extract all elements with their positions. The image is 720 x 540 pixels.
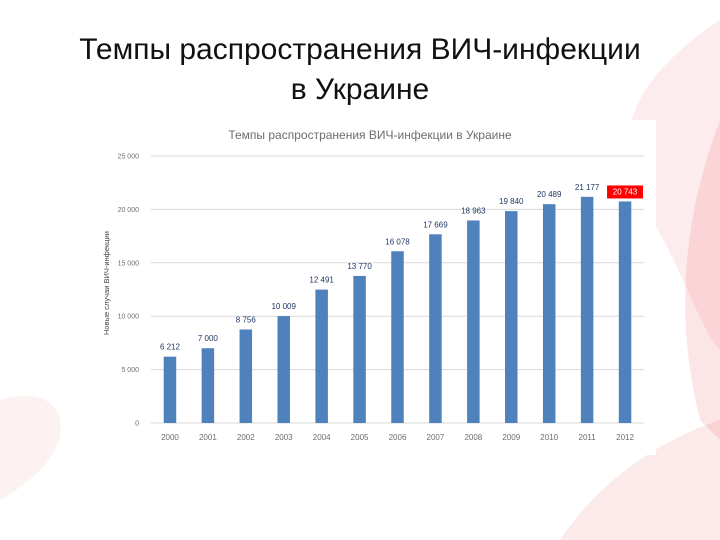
y-tick-label: 25 000 xyxy=(118,154,140,161)
bar xyxy=(505,211,518,423)
bar xyxy=(467,220,480,423)
y-axis-ticks: 0 5 000 10 000 15 000 20 000 25 000 xyxy=(118,154,140,428)
y-tick-label: 5 000 xyxy=(121,367,139,374)
x-tick-label: 2009 xyxy=(502,433,520,442)
bar-chart: Темпы распространения ВИЧ-инфекции в Укр… xyxy=(102,128,644,442)
x-tick-label: 2008 xyxy=(464,433,482,442)
data-label: 21 177 xyxy=(575,183,600,192)
x-tick-label: 2010 xyxy=(540,433,558,442)
x-tick-label: 2006 xyxy=(389,433,407,442)
bar xyxy=(277,316,290,423)
data-label: 18 963 xyxy=(461,206,486,215)
bars xyxy=(163,196,632,423)
chart-panel xyxy=(96,120,656,455)
bar xyxy=(542,204,556,423)
chart-title: Темпы распространения ВИЧ-инфекции в Укр… xyxy=(228,128,512,142)
y-axis-label: Новые случаи ВИЧ-инфекции xyxy=(102,231,111,335)
x-tick-label: 2007 xyxy=(427,433,445,442)
bar xyxy=(353,275,366,423)
data-label: 8 756 xyxy=(236,315,257,324)
data-label: 12 491 xyxy=(309,276,334,285)
x-tick-label: 2001 xyxy=(199,433,217,442)
slide-title-line2: в Украине xyxy=(290,73,430,106)
data-label: 20 489 xyxy=(537,190,562,199)
bar xyxy=(391,251,404,423)
data-label: 7 000 xyxy=(198,334,219,343)
data-label: 10 009 xyxy=(271,302,296,311)
x-tick-label: 2011 xyxy=(579,433,597,442)
data-label: 13 770 xyxy=(347,262,372,271)
bar xyxy=(580,196,594,423)
x-tick-label: 2002 xyxy=(237,433,255,442)
data-label: 6 212 xyxy=(160,343,181,352)
data-label: 17 669 xyxy=(423,220,448,229)
bar xyxy=(201,348,215,423)
x-tick-label: 2000 xyxy=(161,433,179,442)
data-label: 19 840 xyxy=(499,197,524,206)
x-tick-label: 2005 xyxy=(351,433,369,442)
data-labels: 6 212 7 000 8 756 10 009 12 491 13 770 16 078 1… xyxy=(160,183,644,352)
y-tick-label: 0 xyxy=(135,421,139,428)
bar xyxy=(239,329,253,423)
bar xyxy=(618,201,632,423)
y-tick-label: 15 000 xyxy=(118,260,140,267)
bar xyxy=(163,356,177,423)
x-tick-label: 2012 xyxy=(616,433,634,442)
data-label-highlight xyxy=(607,185,644,199)
x-tick-label: 2004 xyxy=(313,433,331,442)
bar xyxy=(315,289,328,423)
bar xyxy=(429,234,442,423)
data-label: 20 743 xyxy=(613,187,638,196)
y-tick-label: 10 000 xyxy=(118,314,140,321)
y-tick-label: 20 000 xyxy=(118,207,140,214)
x-axis-ticks: 2000 2001 2002 2003 2004 2005 2006 2007 2008 2009… xyxy=(161,433,634,442)
slide-title: Темпы распространения ВИЧ-инфекции в Укр… xyxy=(0,30,720,110)
x-tick-label: 2003 xyxy=(275,433,293,442)
slide-title-line1: Темпы распространения ВИЧ-инфекции xyxy=(79,33,641,66)
data-label: 16 078 xyxy=(385,237,410,246)
